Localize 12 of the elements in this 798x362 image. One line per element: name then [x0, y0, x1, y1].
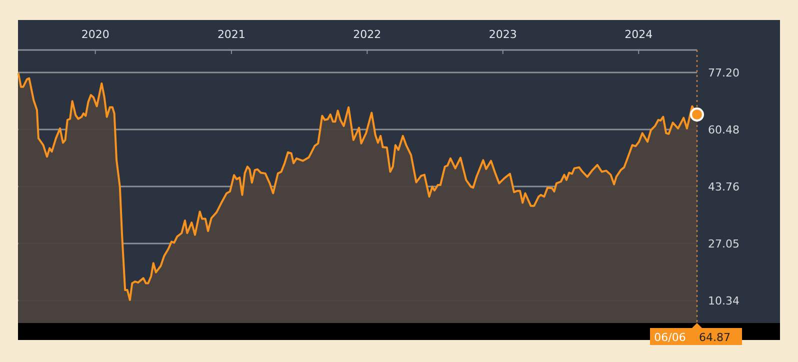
y-tick-label: 27.05 [708, 237, 740, 250]
text: 06/06 [654, 331, 686, 344]
y-tick-label: 10.34 [708, 294, 740, 308]
y-tick-label: 77.20 [708, 66, 740, 80]
text: 64.87 [699, 331, 730, 344]
x-tick-label: 2020 [81, 28, 110, 41]
x-tick-label: 2022 [353, 28, 382, 41]
y-tick-label: 43.76 [708, 180, 740, 194]
y-tick-label: 60.48 [708, 123, 740, 136]
x-tick-label: 2024 [624, 28, 653, 41]
x-tick-label: 2023 [488, 28, 517, 41]
x-tick-label: 2021 [217, 28, 246, 41]
